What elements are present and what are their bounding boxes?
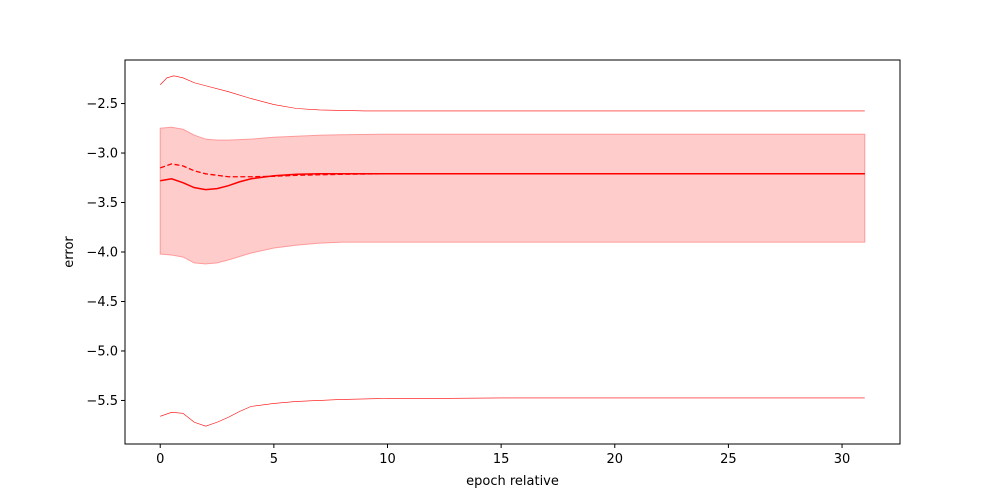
x-tick-label: 0 [156, 452, 164, 467]
series-line-dashed [160, 163, 865, 178]
x-axis-label: epoch relative [466, 474, 559, 489]
series-layer [160, 75, 865, 427]
x-tick-label: 20 [606, 452, 623, 467]
y-axis: −5.5 −5.0 −4.5 −4.0 −3.5 −3.0 −2.5 [86, 97, 125, 409]
x-tick-label: 25 [720, 452, 737, 467]
x-tick-label: 30 [834, 452, 851, 467]
y-tick-label: −4.0 [86, 246, 118, 261]
x-tick-label: 10 [379, 452, 396, 467]
series-line-min [160, 397, 865, 427]
x-tick-label: 5 [270, 452, 278, 467]
error-band-layer [159, 126, 866, 265]
y-tick-label: −4.5 [86, 295, 118, 310]
error-band [159, 126, 866, 265]
y-tick-label: −3.5 [86, 196, 118, 211]
y-tick-label: −5.5 [86, 394, 118, 409]
x-axis: 0 5 10 15 20 25 30 [156, 444, 850, 467]
series-line-max [160, 75, 865, 112]
y-tick-label: −3.0 [86, 147, 118, 162]
y-tick-label: −2.5 [86, 97, 118, 112]
y-axis-label: error [62, 236, 77, 268]
y-tick-label: −5.0 [86, 344, 118, 359]
x-tick-label: 15 [493, 452, 510, 467]
